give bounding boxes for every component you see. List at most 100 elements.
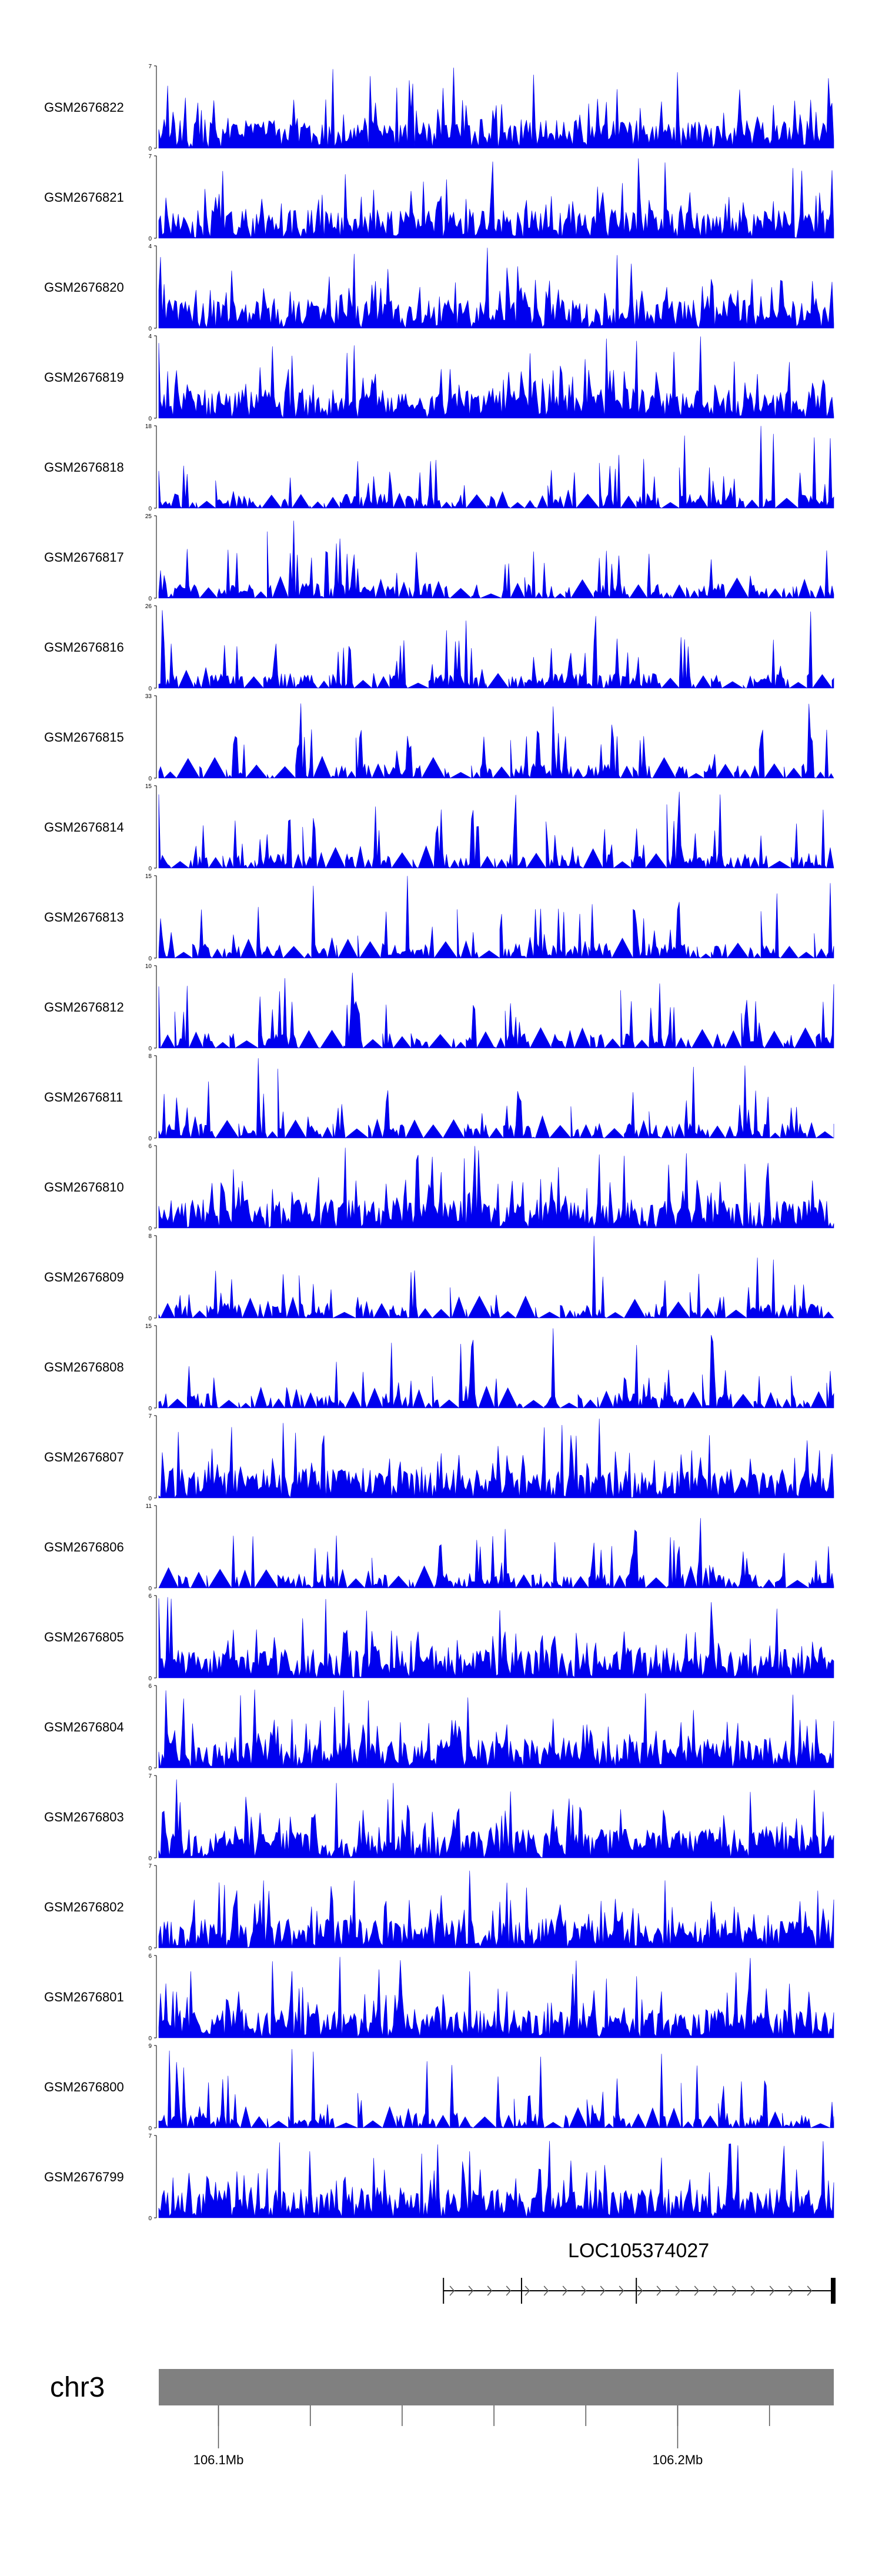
strand-arrow [656,2285,662,2296]
track-ymin-label: 0 [148,1946,152,1952]
track-ymax-label: 15 [145,1323,152,1330]
chromosome-track: chr3 106.1Mb 106.2Mb [50,2369,834,2467]
track-coverage-area [158,1957,834,2038]
strand-arrow [750,2285,756,2296]
track-ymax-label: 7 [148,1863,152,1870]
track-coverage-area [158,1870,834,1948]
track-GSM2676805: GSM2676805 6 0 [44,1593,834,1682]
track-GSM2676801: GSM2676801 6 0 [44,1953,834,2042]
track-label: GSM2676821 [44,190,124,205]
track-label: GSM2676818 [44,460,124,475]
track-ymax-label: 7 [148,1773,152,1780]
track-coverage-area [158,336,834,419]
track-ymax-label: 8 [148,1053,152,1060]
chromosome-label: chr3 [50,2372,105,2403]
track-coverage-area [158,2141,834,2218]
strand-arrow [543,2285,549,2296]
track-GSM2676820: GSM2676820 4 0 [44,243,834,332]
track-label: GSM2676802 [44,1900,124,1914]
track-coverage-area [158,1419,834,1499]
track-label: GSM2676810 [44,1180,124,1194]
track-ymin-label: 0 [148,776,152,782]
track-ymax-label: 7 [148,64,152,70]
strand-arrow [788,2285,794,2296]
track-ymin-label: 0 [148,1226,152,1232]
track-GSM2676812: GSM2676812 10 0 [44,963,834,1052]
track-coverage-area [158,610,834,689]
track-coverage-area [158,520,834,599]
track-coverage-area [158,158,834,239]
track-coverage-area [158,1236,834,1319]
track-coverage-area [158,67,834,149]
track-coverage-area [158,1518,834,1589]
track-GSM2676799: GSM2676799 7 0 [44,2133,834,2222]
gene-annotation-track: LOC105374027 [443,2240,836,2304]
track-label: GSM2676801 [44,1990,124,2004]
track-ymax-label: 6 [148,1143,152,1150]
track-ymin-label: 0 [148,2125,152,2132]
axis-tick-label: 106.2Mb [653,2452,703,2467]
track-ymax-label: 15 [145,873,152,880]
track-ymin-label: 0 [148,956,152,962]
track-GSM2676818: GSM2676818 18 0 [44,423,834,512]
track-ymin-label: 0 [148,506,152,512]
track-ymin-label: 0 [148,146,152,152]
track-ymin-label: 0 [148,596,152,602]
exon-block [831,2278,836,2304]
track-coverage-area [158,1597,834,1679]
chromosome-ideogram [159,2369,834,2405]
track-GSM2676813: GSM2676813 15 0 [44,873,834,962]
track-label: GSM2676822 [44,100,124,115]
track-label: GSM2676800 [44,2080,124,2094]
track-label: GSM2676809 [44,1270,124,1284]
track-GSM2676810: GSM2676810 6 0 [44,1143,834,1232]
track-label: GSM2676806 [44,1540,124,1554]
track-ymax-label: 7 [148,2133,152,2140]
track-GSM2676807: GSM2676807 7 0 [44,1413,834,1502]
track-label: GSM2676803 [44,1810,124,1824]
track-label: GSM2676807 [44,1450,124,1464]
track-ymin-label: 0 [148,1496,152,1502]
track-coverage-area [158,703,834,779]
strand-arrow [487,2285,493,2296]
gene-strand-arrows [449,2285,813,2296]
track-GSM2676821: GSM2676821 7 0 [44,154,834,242]
track-ymin-label: 0 [148,866,152,872]
strand-arrow [694,2285,700,2296]
track-ymax-label: 4 [148,333,152,340]
track-ymin-label: 0 [148,1766,152,1772]
track-ymax-label: 33 [145,693,152,700]
track-GSM2676803: GSM2676803 7 0 [44,1773,834,1862]
track-label: GSM2676805 [44,1630,124,1644]
track-GSM2676814: GSM2676814 15 0 [44,783,834,872]
track-ymax-label: 6 [148,1683,152,1690]
gene-label: LOC105374027 [568,2240,709,2262]
strand-arrow [637,2285,643,2296]
track-ymax-label: 6 [148,1953,152,1960]
track-label: GSM2676813 [44,910,124,925]
track-coverage-area [158,1058,834,1139]
track-ymax-label: 18 [145,423,152,430]
track-ymin-label: 0 [148,1136,152,1142]
track-ymin-label: 0 [148,1586,152,1592]
track-ymin-label: 0 [148,1406,152,1412]
strand-arrow [506,2285,512,2296]
track-label: GSM2676814 [44,820,124,835]
track-ymin-label: 0 [148,2036,152,2042]
track-ymax-label: 10 [145,963,152,970]
track-ymin-label: 0 [148,2215,152,2222]
track-label: GSM2676812 [44,1000,124,1015]
track-GSM2676822: GSM2676822 7 0 [44,64,834,152]
track-ymin-label: 0 [148,686,152,692]
track-GSM2676804: GSM2676804 6 0 [44,1683,834,1772]
track-coverage-area [158,1328,834,1409]
track-label: GSM2676815 [44,730,124,745]
track-ymax-label: 9 [148,2043,152,2050]
track-ymax-label: 7 [148,154,152,160]
track-coverage-area [158,1689,834,1769]
strand-arrow [600,2285,606,2296]
track-coverage-area [158,1146,834,1229]
track-label: GSM2676808 [44,1360,124,1374]
strand-arrow [562,2285,568,2296]
